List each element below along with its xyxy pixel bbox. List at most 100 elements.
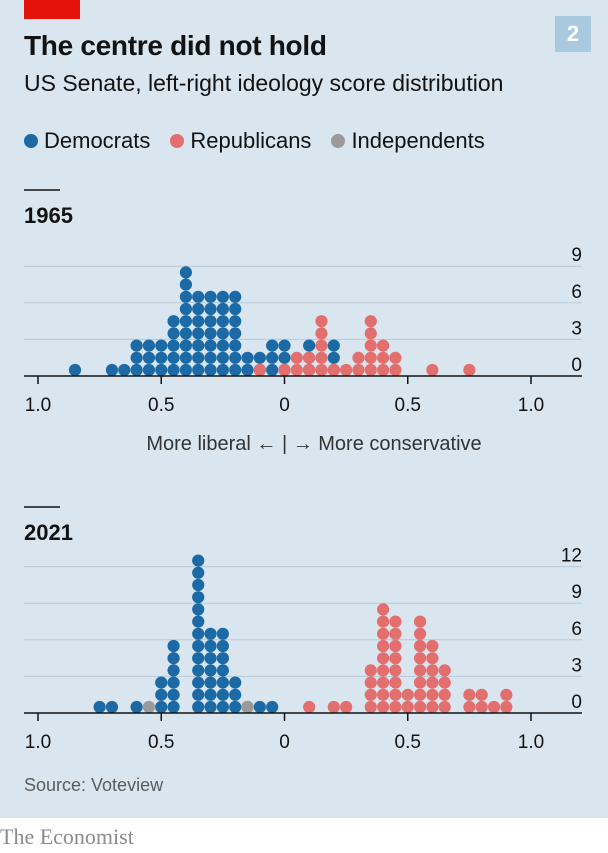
dot-democrats — [327, 351, 340, 364]
dot-republicans — [426, 652, 439, 665]
dot-democrats — [229, 339, 242, 352]
dot-republicans — [377, 639, 390, 653]
dot-democrats — [167, 639, 180, 653]
legend-label-democrats: Democrats — [44, 128, 151, 153]
dot-democrats — [179, 315, 192, 328]
dot-democrats — [216, 700, 229, 714]
dot-republicans — [401, 700, 414, 714]
x-axis-label: More liberal ← | → More conservative — [146, 433, 481, 455]
dot-republicans — [438, 676, 451, 689]
dot-democrats — [204, 700, 217, 714]
dot-republicans — [413, 627, 427, 640]
dot-republicans — [463, 700, 476, 714]
dot-republicans — [377, 652, 390, 665]
dot-republicans — [389, 627, 402, 640]
dot-republicans — [352, 363, 365, 377]
dot-democrats — [130, 339, 143, 352]
dot-republicans — [389, 615, 402, 628]
dot-republicans — [377, 700, 390, 714]
dot-democrats — [179, 290, 192, 303]
dot-democrats — [192, 639, 205, 653]
dot-democrats — [130, 700, 143, 714]
dot-democrats — [216, 290, 229, 303]
dot-democrats — [192, 688, 205, 701]
dot-democrats — [204, 315, 217, 328]
x-tick-label: 0 — [279, 732, 290, 753]
dot-democrats — [192, 327, 205, 340]
dot-republicans — [475, 688, 488, 701]
dot-democrats — [179, 351, 192, 364]
dot-republicans — [303, 700, 316, 714]
x-tick-label: 0.5 — [148, 732, 174, 753]
economist-logo: The Economist — [0, 824, 134, 849]
dot-democrats — [179, 327, 192, 340]
dot-republicans — [426, 363, 439, 377]
dot-democrats — [167, 315, 180, 328]
brand-red-tag — [24, 0, 80, 19]
dot-democrats — [216, 652, 229, 665]
dot-republicans — [426, 639, 439, 653]
x-tick-label: 0.5 — [395, 732, 421, 753]
y-tick-label: 0 — [571, 692, 582, 713]
chart-panel — [0, 0, 608, 818]
dot-democrats — [241, 363, 254, 377]
legend-label-independents: Independents — [351, 128, 485, 153]
dot-republicans — [389, 676, 402, 689]
dot-republicans — [327, 700, 340, 714]
dot-republicans — [463, 688, 476, 701]
chart-subtitle: US Senate, left-right ideology score dis… — [24, 70, 504, 96]
dot-democrats — [167, 676, 180, 689]
dot-republicans — [377, 688, 390, 701]
dot-democrats — [192, 676, 205, 689]
dot-republicans — [315, 327, 328, 340]
dot-democrats — [179, 339, 192, 352]
dot-republicans — [413, 615, 427, 628]
dot-democrats — [204, 290, 217, 303]
legend-item-democrats: Democrats — [24, 128, 150, 154]
dot-republicans — [413, 688, 427, 701]
dot-republicans — [352, 351, 365, 364]
dot-republicans — [413, 652, 427, 665]
chart-1965: 1965 0 3 6 9 1.0 0.5 0 0.5 1.0 More liberal ← | → … — [24, 189, 582, 455]
dot-democrats — [192, 554, 205, 567]
dot-republicans — [364, 363, 377, 377]
dot-republicans — [389, 700, 402, 714]
dot-republicans — [500, 700, 513, 714]
dot-democrats — [68, 363, 82, 377]
dot-democrats — [155, 351, 168, 364]
chart-2021: 2021 0 3 6 9 12 1.0 0.5 0 0.5 1.0 — [24, 506, 582, 753]
dot-democrats — [192, 591, 205, 604]
dot-republicans — [487, 700, 501, 714]
dot-democrats — [155, 700, 168, 714]
legend-label-republicans: Republicans — [190, 128, 312, 153]
dot-democrats — [216, 676, 229, 689]
dot-republicans — [377, 627, 390, 640]
dot-democrats — [204, 363, 217, 377]
dot-democrats — [155, 339, 168, 352]
dot-republicans — [389, 363, 402, 377]
dot-democrats — [229, 302, 242, 316]
legend-dot-democrats — [24, 134, 38, 148]
dot-republicans — [377, 676, 390, 689]
dot-democrats — [204, 327, 217, 340]
dot-democrats — [204, 676, 217, 689]
dot-democrats — [167, 664, 180, 677]
dot-democrats — [93, 700, 106, 714]
dot-republicans — [290, 351, 303, 364]
dot-republicans — [303, 351, 316, 364]
source-note: Source: Voteview — [24, 775, 164, 795]
dot-democrats — [229, 327, 242, 340]
dot-republicans — [389, 639, 402, 653]
y-tick-label: 6 — [571, 282, 582, 303]
dot-democrats — [204, 339, 217, 352]
dot-democrats — [105, 363, 119, 377]
dot-democrats — [204, 664, 217, 677]
dot-democrats — [229, 676, 242, 689]
dot-democrats — [266, 700, 279, 714]
dot-republicans — [475, 700, 488, 714]
y-tick-label: 9 — [571, 245, 582, 266]
y-tick-label: 9 — [571, 582, 582, 603]
dot-democrats — [216, 363, 229, 377]
x-tick-label: 0 — [279, 395, 290, 416]
dot-republicans — [426, 664, 439, 677]
